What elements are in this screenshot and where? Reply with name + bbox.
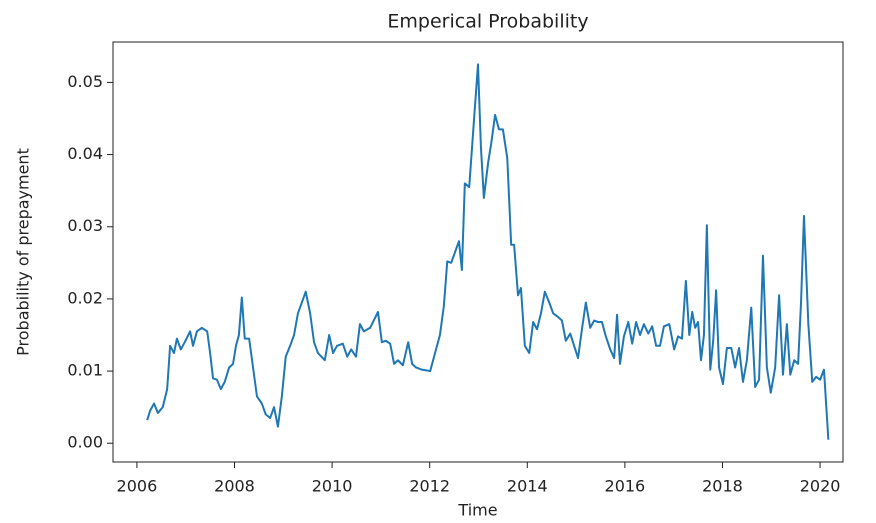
y-axis-label: Probability of prepayment: [14, 148, 33, 356]
line-series: [146, 63, 830, 440]
y-tick-label: 0.03: [67, 216, 103, 235]
x-tick-label: 2008: [214, 477, 255, 496]
chart-title: Emperical Probability: [387, 11, 588, 33]
x-tick-label: 2016: [605, 477, 646, 496]
x-tick-label: 2014: [507, 477, 548, 496]
x-tick-label: 2020: [800, 477, 841, 496]
y-tick-label: 0.05: [67, 72, 103, 91]
x-tick-label: 2012: [409, 477, 450, 496]
x-tick-label: 2010: [312, 477, 353, 496]
y-tick-label: 0.00: [67, 433, 103, 452]
y-tick-label: 0.04: [67, 144, 103, 163]
plot-frame: [112, 41, 844, 463]
x-axis-label: Time: [457, 501, 497, 520]
x-tick-label: 2018: [702, 477, 743, 496]
y-tick-label: 0.01: [67, 361, 103, 380]
y-tick-label: 0.02: [67, 288, 103, 307]
x-tick-label: 2006: [117, 477, 158, 496]
